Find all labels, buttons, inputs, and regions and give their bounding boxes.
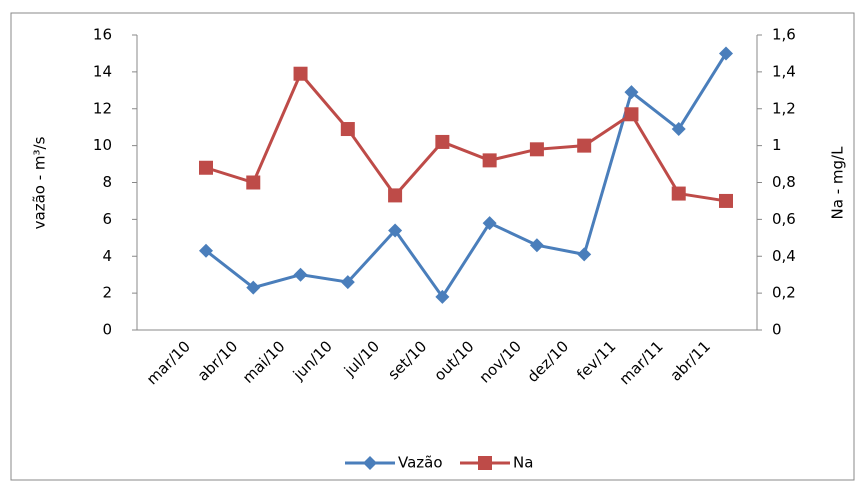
- marker: [199, 160, 213, 175]
- marker: [482, 216, 497, 231]
- y-tick-label: 12: [93, 99, 112, 117]
- marker: [340, 275, 355, 290]
- marker: [529, 238, 544, 253]
- y2-tick-label: 1,4: [772, 62, 796, 80]
- marker: [577, 138, 592, 153]
- series-line: [205, 70, 727, 203]
- y-axis-title: vazão - m³/s: [31, 136, 49, 229]
- y2-tick-label: 0: [772, 321, 782, 339]
- y-tick-label: 2: [102, 284, 112, 302]
- marker: [199, 243, 213, 258]
- y2-axis-title: Na - mg/L: [829, 146, 847, 220]
- y2-tick-label: 1,6: [772, 26, 796, 44]
- y-tick-label: 14: [93, 62, 112, 80]
- series-line: [205, 52, 728, 300]
- legend-label: Vazão: [398, 454, 443, 472]
- marker: [435, 289, 450, 304]
- marker: [671, 122, 686, 137]
- y2-tick-label: 0,8: [772, 173, 796, 191]
- legend-marker: [363, 456, 377, 470]
- y2-tick-label: 0,6: [772, 210, 796, 228]
- marker: [435, 134, 450, 149]
- y2-tick-label: 1,2: [772, 99, 796, 117]
- y-tick-label: 4: [102, 247, 112, 265]
- legend-marker: [478, 456, 492, 470]
- marker: [624, 85, 639, 100]
- marker: [340, 122, 355, 137]
- y2-tick-label: 1: [772, 136, 782, 154]
- y2-tick-label: 0,2: [772, 284, 796, 302]
- marker: [671, 186, 686, 201]
- y-tick-label: 6: [102, 210, 112, 228]
- y-tick-label: 8: [102, 173, 112, 191]
- marker: [719, 46, 733, 61]
- marker: [388, 188, 403, 203]
- chart-border: [10, 12, 855, 481]
- y2-tick-label: 0,4: [772, 247, 796, 265]
- marker: [624, 107, 639, 122]
- y-tick-label: 10: [93, 136, 112, 154]
- y-tick-label: 16: [93, 26, 112, 44]
- marker: [246, 280, 261, 295]
- marker: [293, 267, 308, 282]
- marker: [577, 247, 592, 262]
- marker: [293, 66, 308, 81]
- y-tick-label: 0: [102, 321, 112, 339]
- legend-label: Na: [513, 454, 533, 472]
- marker: [529, 142, 544, 157]
- marker: [719, 193, 733, 208]
- marker: [388, 223, 403, 238]
- marker: [246, 175, 261, 190]
- marker: [482, 153, 497, 168]
